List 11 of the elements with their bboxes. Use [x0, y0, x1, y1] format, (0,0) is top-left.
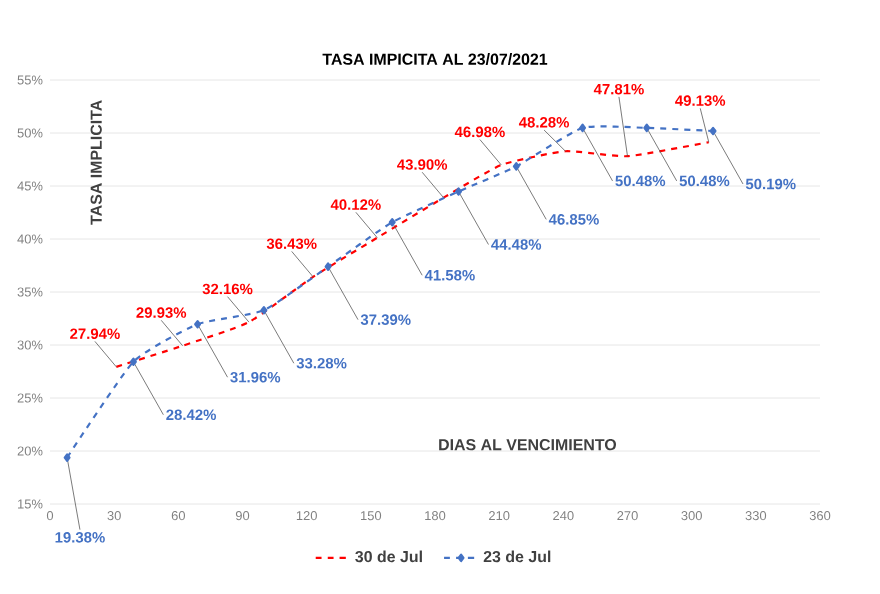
point: [388, 217, 396, 227]
point: [129, 357, 137, 367]
point: [512, 162, 520, 171]
point: [643, 123, 651, 133]
point: [709, 126, 717, 136]
point: [455, 187, 463, 196]
point: [260, 305, 268, 315]
point: [63, 453, 71, 462]
point: [194, 319, 202, 329]
point: [579, 123, 587, 133]
point: [324, 262, 332, 271]
